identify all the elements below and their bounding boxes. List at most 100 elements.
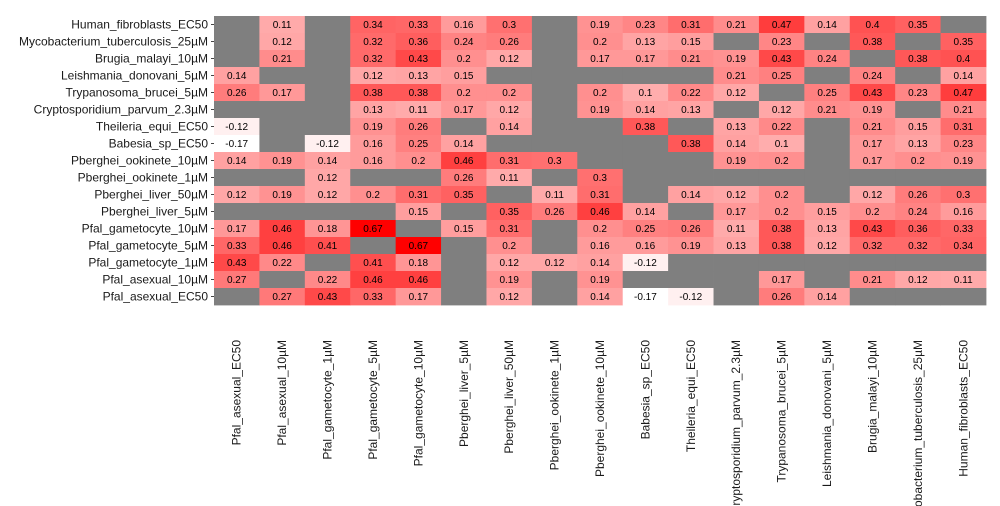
row-label: Pfal_gametocyte_1µM <box>88 256 208 270</box>
column-label: Mycobacterium_tuberculosis_25µM <box>911 340 925 506</box>
heatmap-cell <box>758 101 805 119</box>
heatmap-cell <box>758 135 805 153</box>
cell-value-label: 0.2 <box>502 88 516 99</box>
cell-value-label: 0.21 <box>817 105 837 116</box>
cell-value-label: 0.19 <box>727 54 747 65</box>
cell-value-label: 0.17 <box>863 139 883 150</box>
heatmap-cell <box>350 33 397 51</box>
heatmap-cell-missing <box>713 33 760 51</box>
heatmap-cell-missing <box>577 118 624 136</box>
heatmap-cell-missing <box>259 271 306 289</box>
cell-value-label: 0.13 <box>908 139 928 150</box>
heatmap-cell <box>214 152 260 170</box>
heatmap-cell <box>668 135 714 153</box>
heatmap-cell <box>577 33 624 51</box>
cell-value-label: 0.15 <box>454 71 474 82</box>
heatmap-cell <box>486 169 533 187</box>
heatmap-cell <box>895 135 941 153</box>
heatmap-cell <box>214 254 260 272</box>
cell-value-label: 0.26 <box>454 173 474 184</box>
heatmap-cell-missing <box>713 254 760 272</box>
heatmap-cell-missing <box>668 203 714 221</box>
heatmap-cell-missing <box>668 118 714 136</box>
heatmap-cell-missing <box>940 254 987 272</box>
heatmap-cell-missing <box>849 288 896 306</box>
column-label: Pfal_gametocyte_10µM <box>411 340 425 466</box>
heatmap-cell-missing <box>758 84 805 102</box>
cell-value-label: 0.19 <box>727 156 747 167</box>
cell-value-label: 0.23 <box>954 139 974 150</box>
cell-value-label: 0.27 <box>272 292 292 303</box>
column-label: Pfal_gametocyte_5µM <box>366 340 380 460</box>
heatmap-cell <box>622 84 669 102</box>
heatmap-cell-missing <box>214 33 260 51</box>
heatmap-cell-missing <box>804 271 851 289</box>
heatmap-cell-missing <box>577 67 624 85</box>
heatmap-cell <box>214 118 260 136</box>
heatmap-cell-missing <box>531 271 578 289</box>
row-label: Pberghei_liver_5µM <box>101 205 208 219</box>
cell-value-label: 0.2 <box>366 190 380 201</box>
heatmap-cell <box>758 271 805 289</box>
cell-value-label: 0.67 <box>363 224 383 235</box>
heatmap-cell <box>395 271 442 289</box>
cell-value-label: 0.12 <box>318 190 338 201</box>
heatmap-cell-missing <box>940 16 987 34</box>
heatmap-cell <box>259 50 306 68</box>
cell-value-label: 0.2 <box>911 156 925 167</box>
row-label: Pberghei_liver_50µM <box>94 188 208 202</box>
heatmap-cell <box>441 186 487 204</box>
cell-value-label: 0.26 <box>409 122 429 133</box>
heatmap-cell <box>395 50 442 68</box>
heatmap-cell-missing <box>441 118 487 136</box>
cell-value-label: 0.36 <box>409 37 429 48</box>
heatmap-cell <box>214 220 260 238</box>
heatmap-cell <box>304 220 351 238</box>
row-label: Trypanosoma_brucei_5µM <box>65 86 208 100</box>
heatmap-cell-missing <box>804 67 851 85</box>
cell-value-label: 0.12 <box>727 190 747 201</box>
cell-value-label: 0.31 <box>499 156 519 167</box>
cell-value-label: 0.19 <box>363 122 383 133</box>
heatmap-cell-missing <box>713 101 760 119</box>
heatmap-cell-missing <box>804 33 851 51</box>
row-label: Pfal_gametocyte_5µM <box>88 239 208 253</box>
heatmap-cell-missing <box>486 135 533 153</box>
column-label: Pberghei_liver_5µM <box>457 340 471 447</box>
heatmap-cell-missing <box>577 135 624 153</box>
heatmap-cell-missing <box>531 16 578 34</box>
heatmap-cell <box>940 101 987 119</box>
cell-value-label: 0.12 <box>727 88 747 99</box>
cell-value-label: 0.19 <box>954 156 974 167</box>
heatmap-cell <box>577 101 624 119</box>
heatmap-cell <box>940 203 987 221</box>
heatmap-cell <box>895 152 941 170</box>
cell-value-label: 0.19 <box>590 105 610 116</box>
cell-value-label: 0.16 <box>363 156 383 167</box>
heatmap-cell <box>713 186 760 204</box>
cell-value-label: 0.41 <box>363 258 383 269</box>
heatmap-cell <box>486 271 533 289</box>
cell-value-label: 0.19 <box>499 275 519 286</box>
cell-value-label: 0.1 <box>775 139 789 150</box>
heatmap-cell <box>395 186 442 204</box>
cell-value-label: 0.19 <box>590 20 610 31</box>
heatmap-cell <box>849 16 896 34</box>
heatmap-cell-missing <box>304 118 351 136</box>
heatmap-cell-missing <box>668 254 714 272</box>
heatmap-cell <box>577 220 624 238</box>
cell-value-label: 0.17 <box>227 224 247 235</box>
cell-value-label: 0.12 <box>499 105 519 116</box>
heatmap-cell <box>259 254 306 272</box>
cell-value-label: 0.67 <box>409 241 429 252</box>
cell-value-label: 0.12 <box>363 71 383 82</box>
heatmap-cell-missing <box>259 169 306 187</box>
cell-value-label: 0.12 <box>318 173 338 184</box>
cell-value-label: 0.31 <box>499 224 519 235</box>
row-label: Pberghei_ookinete_10µM <box>71 154 208 168</box>
heatmap-cell <box>622 118 669 136</box>
heatmap-cell <box>441 16 487 34</box>
cell-value-label: 0.16 <box>636 241 656 252</box>
heatmap-cell-missing <box>668 169 714 187</box>
cell-value-label: 0.14 <box>227 71 247 82</box>
